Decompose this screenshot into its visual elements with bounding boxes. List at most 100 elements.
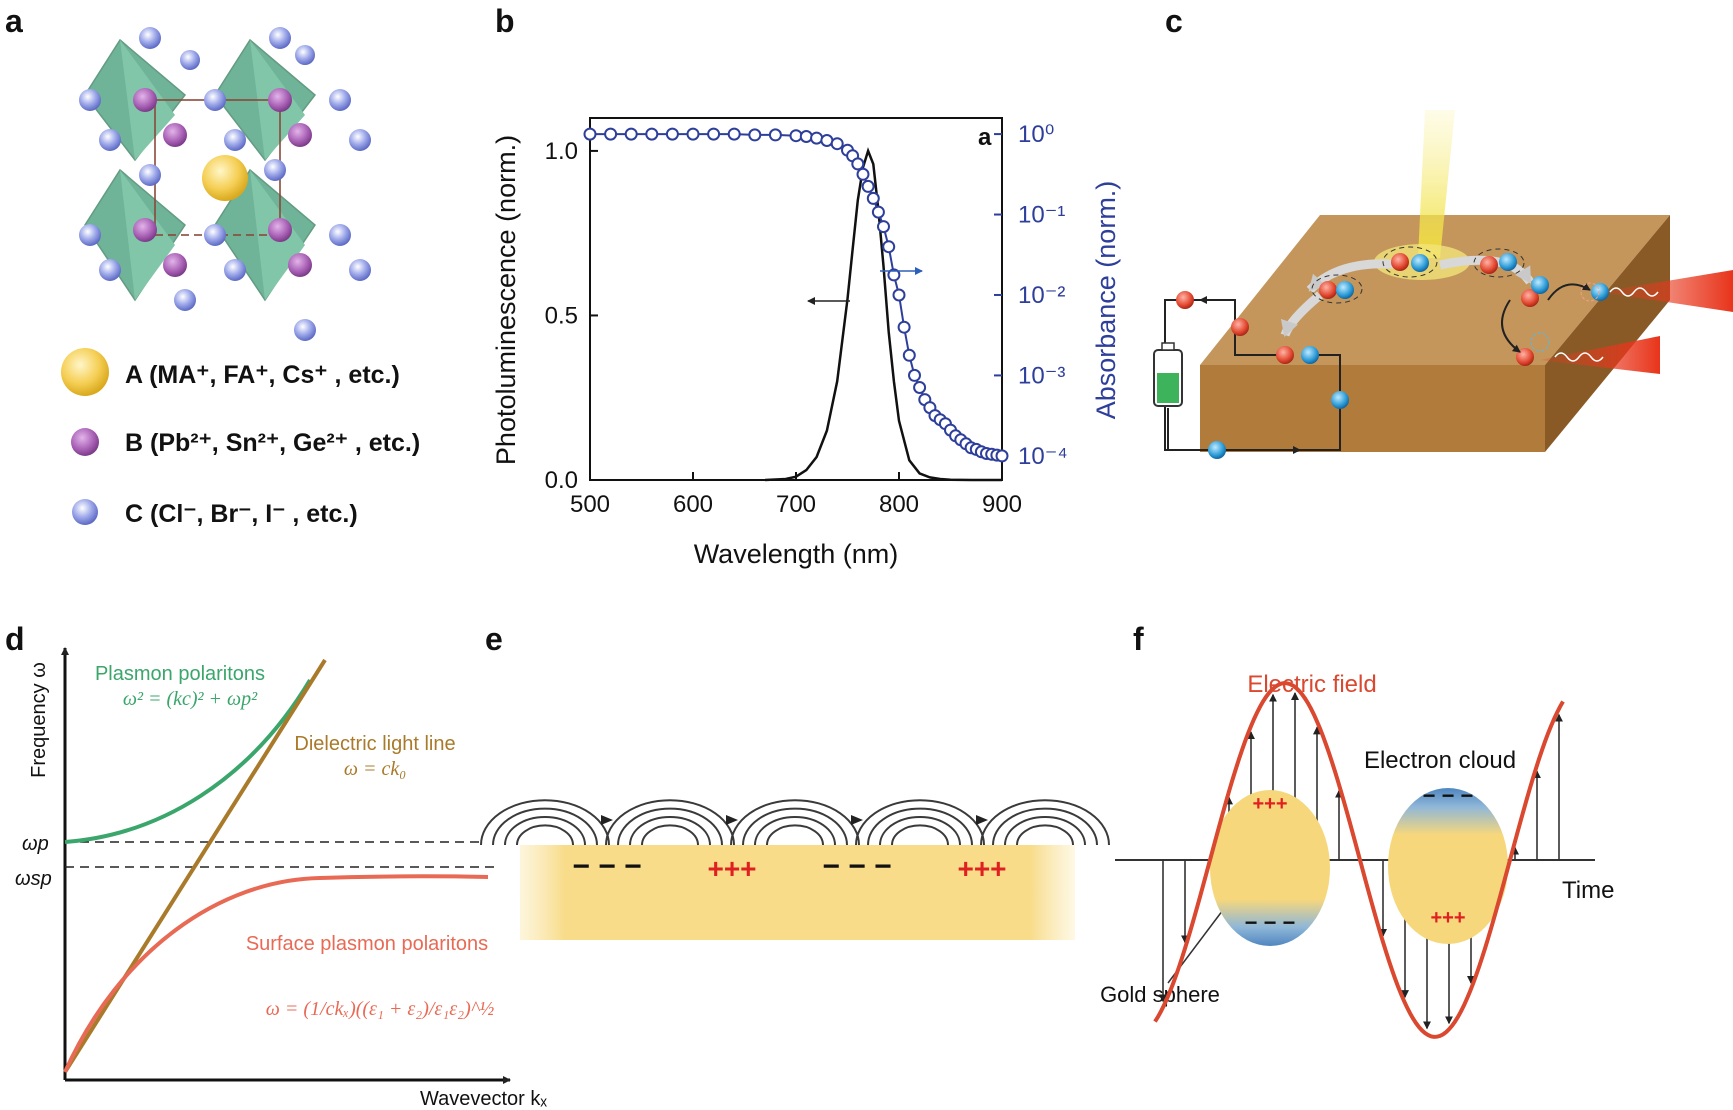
panel-c: c — [1153, 3, 1733, 459]
field-line-arc — [891, 824, 949, 846]
e-charge-2: +++ — [707, 853, 756, 884]
abs-data-point — [877, 220, 890, 234]
field-direction-marker — [726, 815, 738, 825]
field-line-arc — [855, 799, 985, 846]
y2-tick-label: 10⁻³ — [1018, 362, 1065, 389]
abs-data-point — [810, 131, 824, 145]
abs-data-point — [624, 127, 638, 141]
emission-beam-1 — [1600, 270, 1733, 312]
omega-p-label: ωp — [22, 833, 49, 855]
y2-tick-label: 10⁰ — [1018, 121, 1054, 148]
f-charge-3: − − − — [1423, 783, 1474, 808]
abs-data-point — [799, 130, 813, 143]
e-charge-3: − − − — [822, 850, 891, 883]
abs-data-point — [995, 449, 1009, 463]
field-line-arc — [879, 816, 961, 846]
y-tick-label: 1.0 — [545, 138, 578, 165]
electric-field-wave — [1153, 681, 1565, 1039]
gold-sphere-2 — [1388, 788, 1508, 944]
legend-a-text: (MA⁺, FA⁺, Cs⁺ , etc.) — [149, 361, 400, 389]
field-line-arc — [742, 807, 848, 846]
panel-e: e − − − +++ − − − +++ — [480, 621, 1110, 940]
time-label: Time — [1562, 877, 1614, 904]
pp-title: Plasmon polaritons — [95, 663, 265, 685]
pl-series-line — [765, 147, 1002, 482]
abs-data-point — [861, 179, 875, 193]
c-ion-sphere — [72, 499, 98, 525]
slab-front — [1200, 365, 1545, 452]
electron-cloud-label: Electron cloud — [1364, 747, 1516, 774]
x-tick-label: 800 — [879, 491, 919, 518]
diffusion-arrow-down — [1280, 291, 1323, 337]
field-lines — [480, 799, 1110, 846]
svg-text:A (MA⁺, FA⁺, Cs⁺ , etc.): A (MA⁺, FA⁺, Cs⁺ , etc.) — [125, 361, 400, 389]
abs-data-point — [897, 320, 911, 334]
field-line-arc — [605, 799, 735, 846]
omega-sp-label: ωsp — [15, 868, 52, 890]
pp-equation: ω² = (kc)² + ωp² — [123, 688, 258, 710]
plasmon-polariton-curve — [64, 678, 312, 844]
field-line-arc — [617, 807, 723, 846]
legend-c-text: (Cl⁻, Br⁻, I⁻ , etc.) — [150, 500, 358, 528]
field-line-arc — [1016, 824, 1074, 846]
panel-b-label: b — [495, 3, 515, 39]
panel-d-label: d — [5, 621, 25, 657]
recombination-arrow-2 — [1501, 299, 1521, 353]
a-ion-sphere — [61, 348, 109, 396]
field-direction-marker — [851, 815, 863, 825]
x-tick-label: 900 — [982, 491, 1022, 518]
device-slab — [1200, 215, 1670, 452]
abs-data-point — [665, 127, 679, 141]
abs-data-point — [856, 167, 870, 181]
x-tick-label: 600 — [673, 491, 713, 518]
y2-tick-label: 10⁻² — [1018, 282, 1065, 309]
panel-d: d Frequency ω Wavevector kₓ ωp ωsp Plasm… — [5, 621, 547, 1110]
abs-data-point — [908, 368, 921, 382]
panel-b: b a Wavelength (nm) Photoluminescence (n… — [491, 3, 1121, 569]
spp-title: Surface plasmon polaritons — [246, 933, 488, 955]
legend-item-b-ion: B (Pb²⁺, Sn²⁺, Ge²⁺ , etc.) — [71, 428, 420, 457]
abs-data-point — [830, 137, 844, 151]
metal-slab — [520, 845, 1075, 940]
y-tick-label: 0.0 — [545, 467, 578, 494]
slab-top — [1200, 215, 1670, 365]
legend-item-c-ion: C (Cl⁻, Br⁻, I⁻ , etc.) — [72, 499, 358, 528]
abs-data-point — [645, 127, 659, 141]
field-line-arc — [980, 799, 1110, 846]
abs-data-point — [604, 127, 618, 141]
chart-ticks: 500 600 700 800 900 0.0 0.5 1.0 10⁻⁴ 10⁻³ 10⁻² 10⁻¹… — [545, 121, 1068, 518]
abs-data-point — [727, 127, 741, 141]
abs-data-point — [686, 127, 700, 141]
recombination-arrow-1 — [1547, 282, 1591, 301]
d-y-axis-label: Frequency ω — [28, 662, 50, 778]
f-charge-1: +++ — [1252, 793, 1287, 815]
photon-wave-1 — [1609, 287, 1659, 297]
light-line-equation: ω = ck₀ — [344, 758, 406, 780]
chart-inset-label: a — [978, 124, 992, 151]
abs-data-point — [768, 128, 782, 142]
surface-plasmon-curve — [63, 874, 489, 1073]
legend-item-a-ion: A (MA⁺, FA⁺, Cs⁺ , etc.) — [61, 348, 400, 396]
svg-text:C (Cl⁻, Br⁻, I⁻ , etc.): C (Cl⁻, Br⁻, I⁻ , etc.) — [125, 500, 358, 528]
abs-data-point — [707, 127, 721, 141]
legend-a-ion: A — [125, 361, 143, 389]
field-line-arc — [867, 807, 973, 846]
gold-sphere-label: Gold sphere — [1100, 982, 1220, 1007]
panel-f: f Time Electric field Electron cloud Gol… — [1100, 621, 1614, 1039]
field-line-arc — [730, 799, 860, 846]
spp-equation: ω = (1/ckₓ)((ε₁ + ε₂)/ε₁ε₂)^½ — [266, 998, 494, 1020]
circuit-wire-bottom — [1167, 354, 1341, 451]
panel-c-label: c — [1165, 3, 1183, 39]
legend-c-ion: C — [125, 500, 143, 528]
x-tick-label: 500 — [570, 491, 610, 518]
field-line-arc — [992, 807, 1098, 846]
panel-a: a — [5, 3, 420, 528]
abs-data-point — [866, 191, 880, 205]
panel-a-label: a — [5, 3, 23, 39]
abs-series-line — [590, 133, 1003, 457]
field-line-arc — [766, 824, 824, 846]
field-line-arc — [504, 816, 586, 846]
abs-data-point — [871, 205, 885, 219]
d-x-axis-label: Wavevector kₓ — [420, 1088, 547, 1110]
field-line-arc — [1004, 816, 1086, 846]
